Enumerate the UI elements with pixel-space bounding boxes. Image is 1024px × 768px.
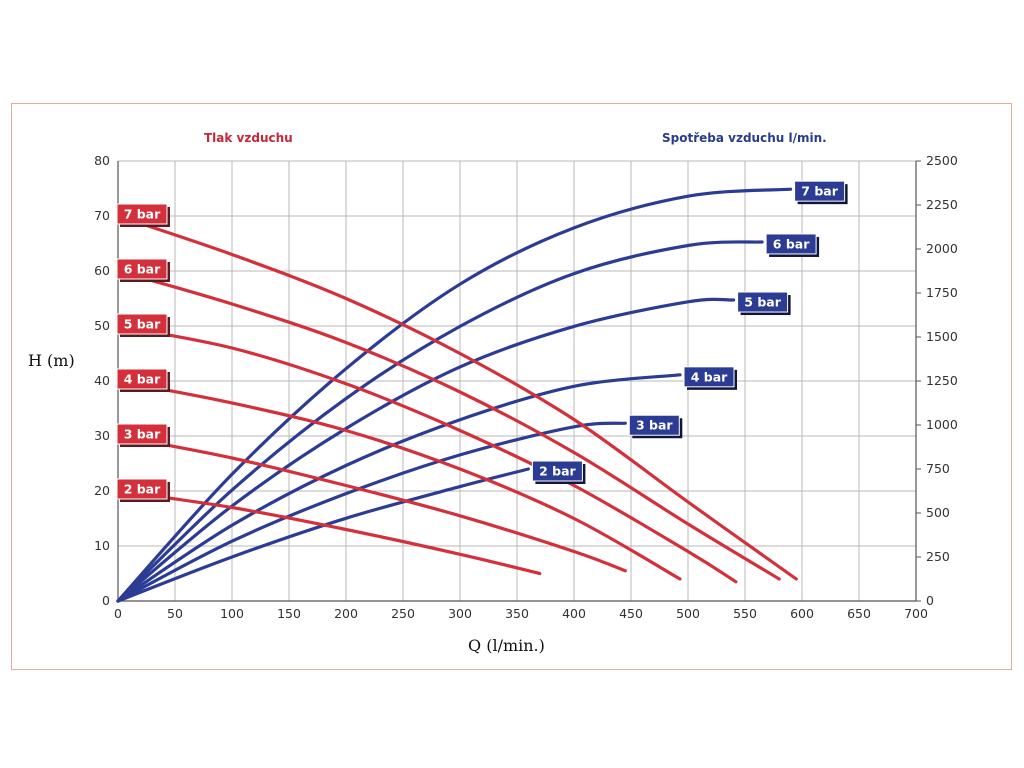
y-tick-label: 60	[94, 263, 110, 278]
y2-tick-label: 500	[926, 505, 950, 520]
head-tag-2-bar: 2 bar	[116, 478, 170, 502]
head-tag-5-bar: 5 bar	[116, 313, 170, 337]
x-tick-label: 200	[334, 606, 358, 621]
head-tag-5-bar-box	[116, 313, 168, 335]
air-tag-3-bar-text: 3 bar	[636, 418, 673, 433]
x-tick-label: 250	[391, 606, 415, 621]
air-tag-6-bar-text: 6 bar	[773, 236, 810, 251]
air-tag-4-bar-text: 4 bar	[691, 369, 728, 384]
x-tick-label: 150	[277, 606, 301, 621]
y2-tick-labels: 0 250 500 750 1000 1250 1500 1750 2000 2250 2500	[926, 153, 958, 608]
y-tick-label: 80	[94, 153, 110, 168]
air-tag-2-bar-text: 2 bar	[539, 464, 576, 479]
y2-tick-label: 1000	[926, 417, 958, 432]
y2-tick-label: 0	[926, 593, 934, 608]
x-tick-label: 650	[847, 606, 871, 621]
y2-tick-label: 1250	[926, 373, 958, 388]
air-line-2-bar	[116, 467, 530, 603]
head-tag-2-bar-text: 2 bar	[124, 482, 161, 497]
air-tag-6-bar-box	[765, 233, 817, 255]
x-tick-label: 550	[733, 606, 757, 621]
chart-frame	[11, 103, 1012, 670]
air-tag-5-bar-box	[737, 291, 789, 313]
head-line-4-bar	[116, 379, 682, 581]
y2-tick-label: 250	[926, 549, 950, 564]
air-line-7-bar	[116, 187, 793, 603]
air-tag-7-bar: 7 bar	[794, 180, 848, 205]
y-tick-label: 30	[94, 428, 110, 443]
head-line-6-bar	[116, 269, 781, 581]
head-tag-5-bar-text: 5 bar	[124, 317, 161, 332]
air-tag-2-bar-box	[531, 460, 583, 482]
head-tag-7-bar: 7 bar	[116, 203, 170, 227]
x-tick-label: 400	[562, 606, 586, 621]
y-tick-label: 20	[94, 483, 110, 498]
head-tag-3-bar-text: 3 bar	[124, 427, 161, 442]
y-tick-label: 40	[94, 373, 110, 388]
x-axis-title: Q (l/min.)	[468, 636, 545, 655]
x-tick-label: 50	[167, 606, 183, 621]
air-line-5-bar	[116, 297, 736, 603]
y-axis-title: H (m)	[28, 351, 75, 370]
y-tick-label: 0	[102, 593, 110, 608]
head-tag-6-bar-box	[116, 258, 168, 280]
x-tick-label: 600	[790, 606, 814, 621]
y2-tick-label: 2500	[926, 153, 958, 168]
right-axis-title: Spotřeba vzduchu l/min.	[662, 131, 827, 145]
head-tag-6-bar-text: 6 bar	[124, 262, 161, 277]
y-tick-label: 50	[94, 318, 110, 333]
y-tick-labels: 0 10 20 30 40 50 60 70 80	[94, 153, 110, 608]
air-tag-5-bar: 5 bar	[737, 291, 791, 316]
x-tick-label: 100	[220, 606, 244, 621]
air-tag-4-bar-box	[683, 366, 735, 388]
y2-tick-label: 2000	[926, 241, 958, 256]
air-tag-5-bar-text: 5 bar	[744, 295, 781, 310]
head-lines	[116, 214, 798, 584]
x-tick-label: 500	[676, 606, 700, 621]
head-tag-3-bar: 3 bar	[116, 423, 170, 447]
air-tag-4-bar: 4 bar	[683, 366, 738, 390]
y2-tick-label: 1500	[926, 329, 958, 344]
y2-tick-label: 2250	[926, 197, 958, 212]
y2-tick-label: 750	[926, 461, 950, 476]
air-tag-2-bar: 2 bar	[531, 460, 586, 484]
air-tag-3-bar-box	[628, 414, 680, 436]
head-line-7-bar	[116, 214, 798, 581]
air-tag-6-bar: 6 bar	[765, 233, 820, 257]
head-tag-2-bar-box	[116, 478, 168, 500]
y-tick-label: 10	[94, 538, 110, 553]
x-tick-label: 300	[448, 606, 472, 621]
y2-tick-label: 1750	[926, 285, 958, 300]
head-tag-4-bar: 4 bar	[116, 368, 170, 392]
head-tag-4-bar-text: 4 bar	[124, 372, 161, 387]
air-series-tags: 7 bar 6 bar 5 bar 4 bar 3 bar 2 bar	[531, 180, 848, 484]
head-line-2-bar	[116, 489, 542, 576]
head-tag-4-bar-box	[116, 368, 168, 390]
head-series-tags: 7 bar 6 bar 5 bar 4 bar 3 bar 2 bar	[116, 203, 170, 502]
head-line-5-bar	[116, 324, 738, 584]
air-tag-7-bar-text: 7 bar	[801, 184, 838, 199]
left-axis-title: Tlak vzduchu	[204, 131, 293, 145]
air-tag-7-bar-box	[794, 180, 846, 202]
x-tick-label: 700	[904, 606, 928, 621]
x-tick-labels: 0 50 100 150 200 250 300 350 400 450 500 550 600 650 7…	[114, 606, 928, 621]
y-tick-label: 70	[94, 208, 110, 223]
x-tick-label: 350	[505, 606, 529, 621]
head-tag-7-bar-text: 7 bar	[124, 207, 161, 222]
air-line-6-bar	[116, 240, 764, 603]
head-tag-3-bar-box	[116, 423, 168, 445]
head-line-3-bar	[116, 434, 627, 573]
head-tag-7-bar-box	[116, 203, 168, 225]
x-tick-label: 0	[114, 606, 122, 621]
air-tag-3-bar: 3 bar	[628, 414, 683, 439]
air-line-3-bar	[116, 421, 627, 603]
head-tag-6-bar: 6 bar	[116, 258, 170, 282]
x-tick-label: 450	[619, 606, 643, 621]
